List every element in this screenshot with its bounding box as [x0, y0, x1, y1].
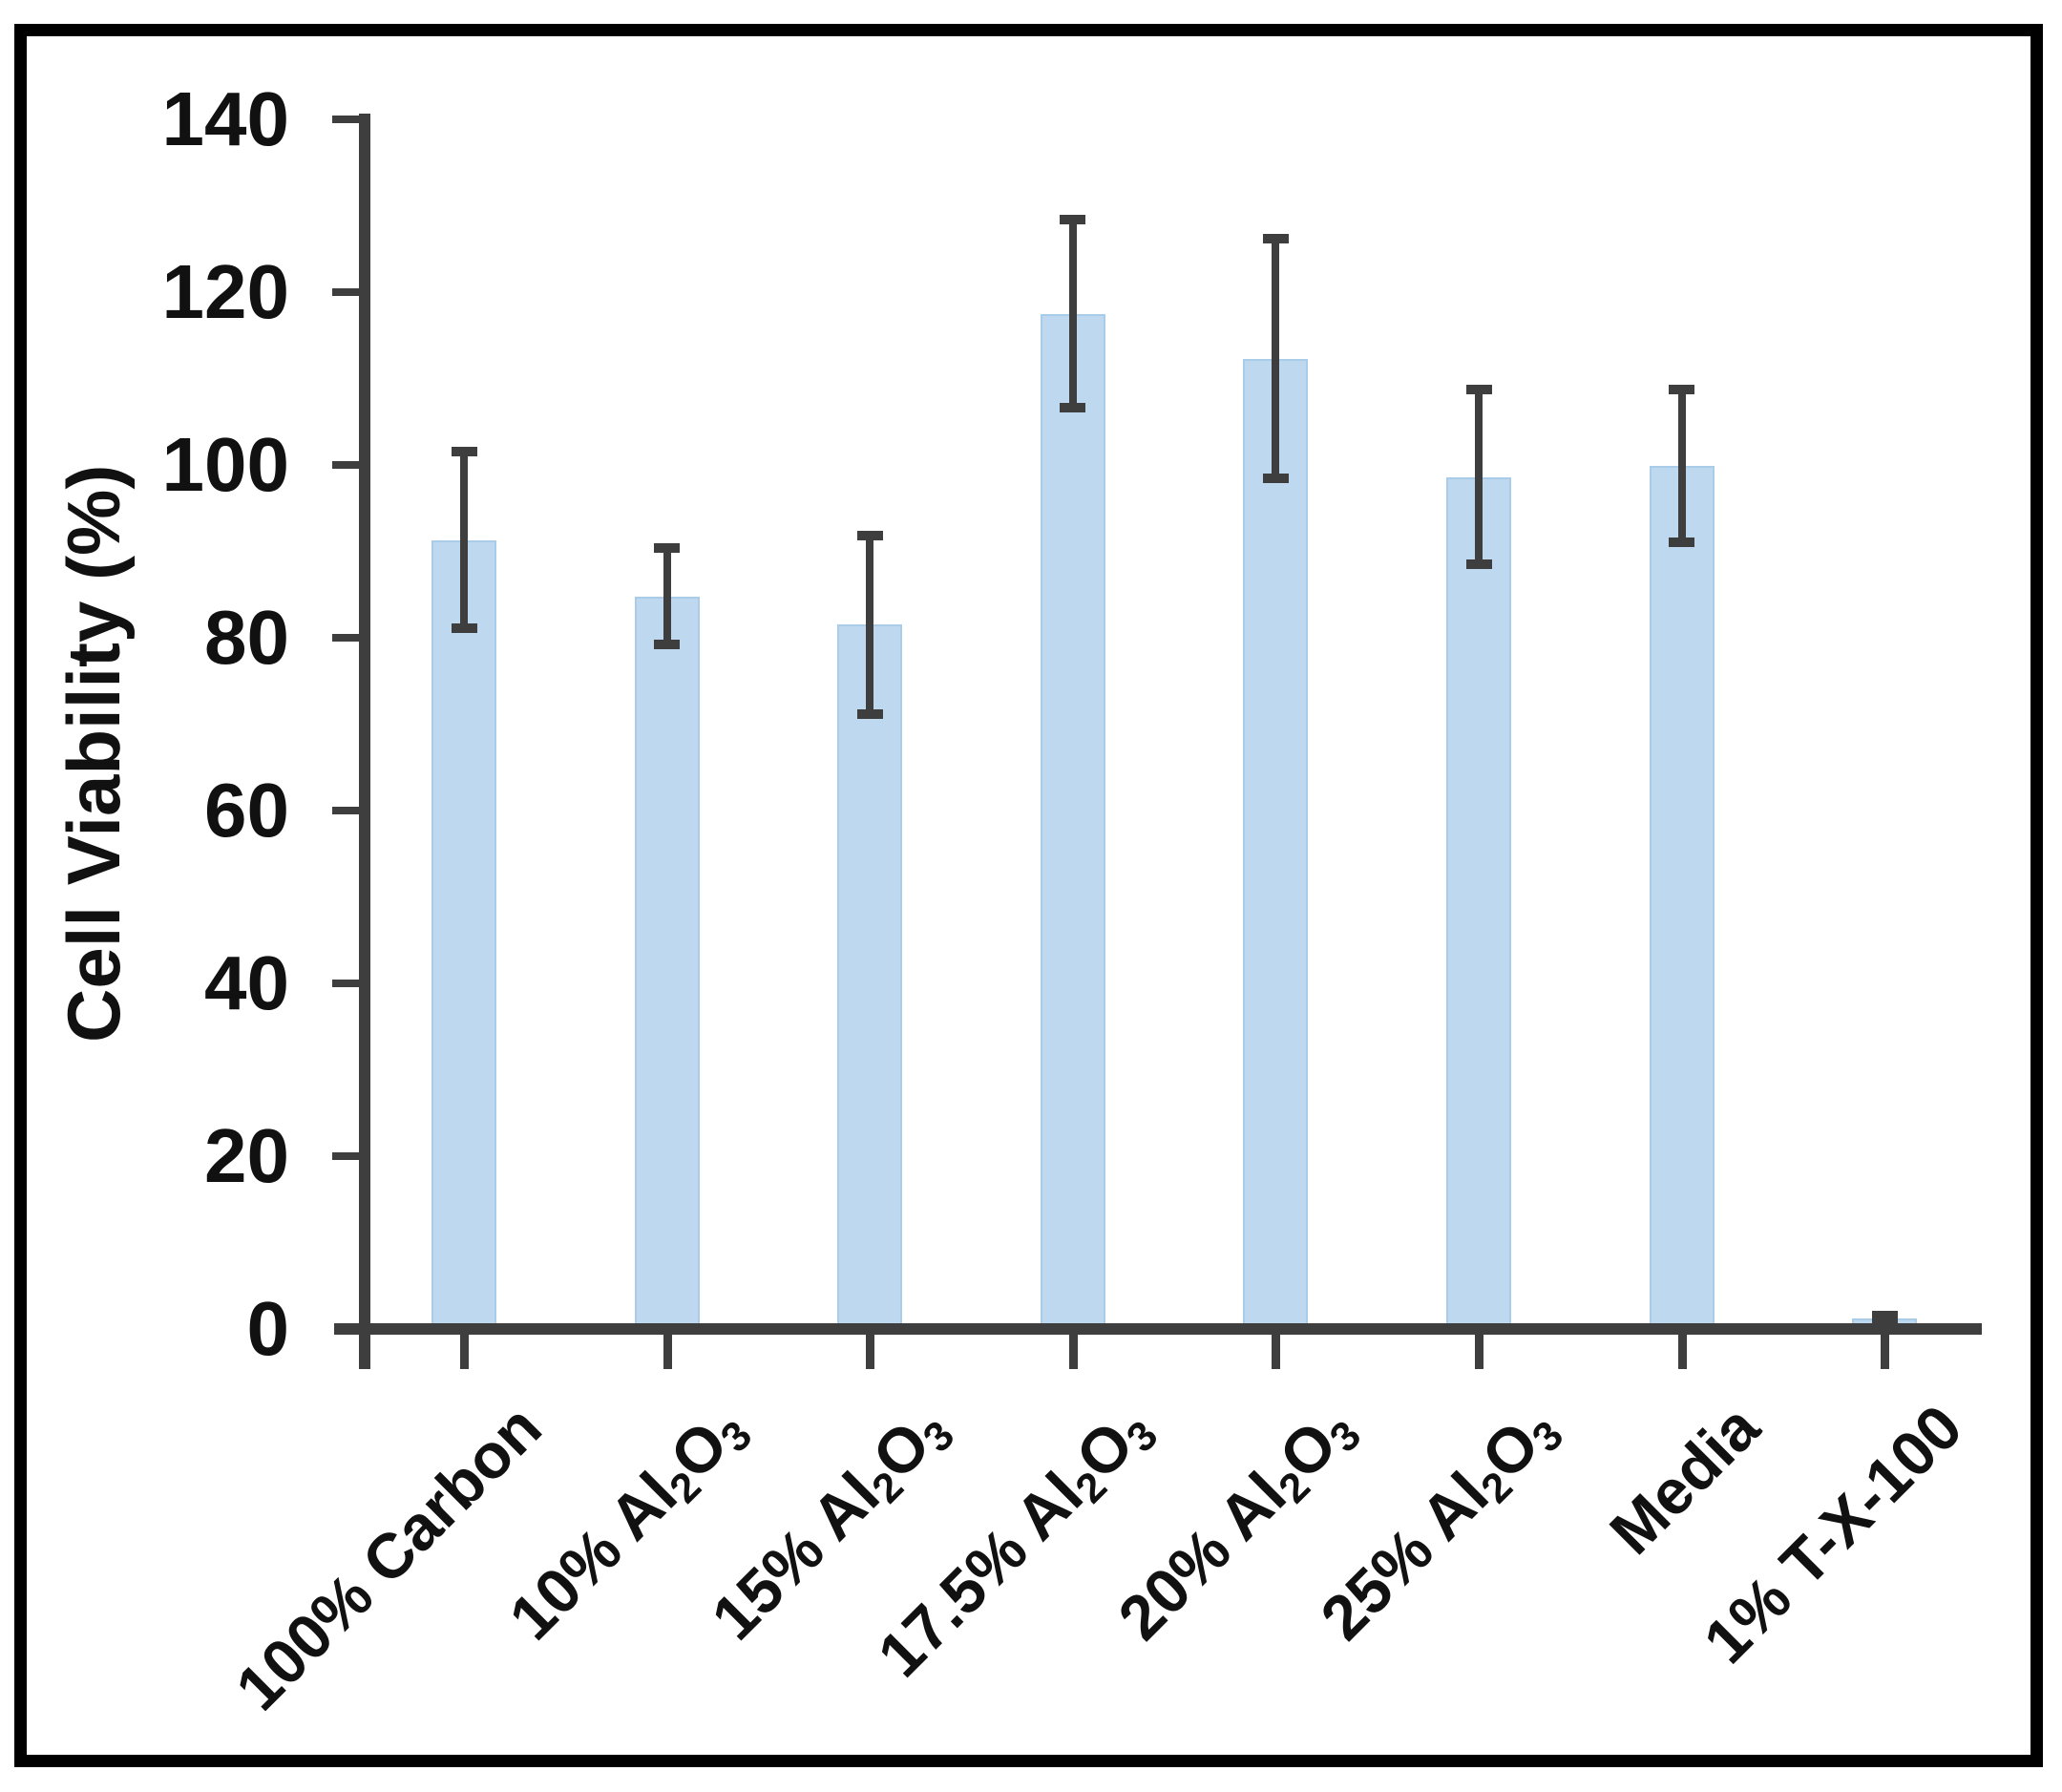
error-bar-cap-bottom: [451, 623, 477, 634]
y-tick-label: 40: [204, 940, 289, 1025]
error-bar-cap-top: [451, 447, 477, 457]
y-axis-tick: [332, 116, 359, 123]
y-axis-line: [359, 114, 370, 1369]
error-bar-cap-top: [856, 531, 883, 541]
error-bar: [663, 547, 671, 645]
error-bar-cap-bottom: [856, 708, 883, 719]
y-axis-tick: [332, 634, 359, 642]
x-axis-tick: [1272, 1323, 1281, 1369]
x-axis-tick: [1677, 1323, 1687, 1369]
error-bar-cap-bottom: [1465, 559, 1492, 570]
y-axis-tick: [332, 980, 359, 987]
y-axis-tick: [332, 288, 359, 296]
error-bar-cap-top: [1669, 385, 1695, 395]
x-axis-tick: [663, 1323, 672, 1369]
error-bar-cap-bottom: [1871, 1317, 1898, 1327]
error-bar: [1475, 390, 1483, 565]
y-axis-tick: [332, 1152, 359, 1160]
error-bar: [460, 452, 468, 629]
y-axis-tick: [332, 807, 359, 814]
x-axis-label: 100% Carbon: [221, 1391, 555, 1724]
y-tick-label: 20: [204, 1113, 289, 1198]
y-axis-tick: [332, 461, 359, 469]
bar: [1446, 476, 1511, 1329]
bar: [837, 624, 903, 1329]
error-bar: [1272, 238, 1280, 479]
error-bar-cap-top: [1465, 385, 1492, 395]
y-tick-label: 60: [204, 768, 289, 853]
bar: [1649, 465, 1715, 1329]
error-bar: [1677, 390, 1686, 542]
y-tick-label: 100: [161, 422, 289, 507]
error-bar-cap-bottom: [1262, 474, 1289, 484]
y-tick-label: 120: [161, 249, 289, 334]
bar: [634, 596, 700, 1329]
x-axis-tick: [866, 1323, 875, 1369]
y-tick-label: 0: [246, 1286, 290, 1371]
y-tick-label: 80: [204, 595, 289, 680]
error-bar-cap-bottom: [654, 640, 681, 650]
error-bar-cap-top: [1262, 233, 1289, 243]
x-axis-line: [334, 1323, 1982, 1335]
error-bar-cap-bottom: [1060, 403, 1086, 413]
error-bar: [866, 536, 874, 714]
x-axis-tick: [1475, 1323, 1483, 1369]
bar: [1040, 313, 1105, 1329]
x-axis-label: Media: [1595, 1391, 1773, 1568]
error-bar-cap-top: [654, 542, 681, 553]
error-bar-cap-bottom: [1669, 537, 1695, 547]
x-axis-tick: [1881, 1323, 1890, 1369]
y-axis-title: Cell Viability (%): [52, 464, 136, 1043]
y-tick-label: 140: [161, 76, 289, 161]
error-bar-cap-top: [1060, 214, 1086, 224]
bar: [431, 539, 496, 1329]
error-bar-cap-top: [1871, 1310, 1898, 1320]
x-axis-tick: [1068, 1323, 1078, 1369]
bar: [1243, 358, 1309, 1329]
x-axis-tick: [460, 1323, 469, 1369]
error-bar: [1068, 219, 1077, 409]
